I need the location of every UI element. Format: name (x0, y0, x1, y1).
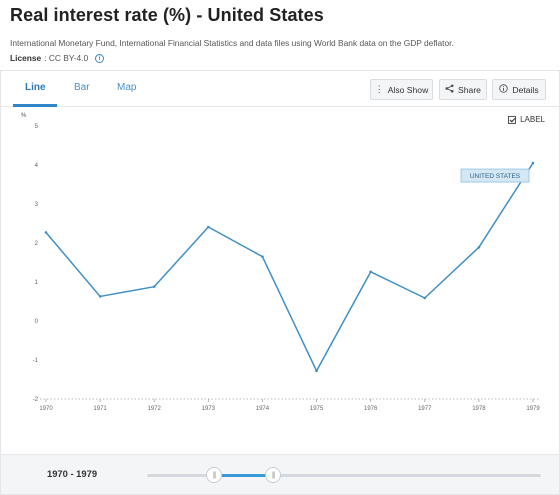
data-point (315, 370, 318, 373)
x-tick-label: 1970 (39, 406, 53, 412)
data-point (478, 246, 481, 249)
y-tick-label: 3 (35, 202, 39, 208)
tab-bar-chart[interactable]: Bar (74, 82, 90, 93)
x-tick-label: 1971 (93, 406, 107, 412)
tab-bar: Line Bar Map ⋮ Also Show Share Details (1, 71, 559, 107)
x-tick-label: 1973 (202, 406, 216, 412)
series-line (46, 163, 533, 371)
data-point (423, 297, 426, 300)
share-label: Share (458, 85, 481, 95)
y-tick-label: 4 (35, 163, 39, 169)
data-point (153, 285, 156, 288)
slider-end-handle[interactable]: ||| (265, 467, 281, 483)
x-tick-label: 1978 (472, 406, 486, 412)
license-value: : CC BY-4.0 (44, 53, 88, 63)
info-icon[interactable]: i (95, 54, 104, 63)
also-show-button[interactable]: ⋮ Also Show (370, 79, 433, 100)
line-chart: % -2 -1 0 1 2 3 4 5 1970 1971 1972 1973 1974 1975 1976 1… (1, 108, 559, 453)
data-point (532, 162, 535, 165)
y-tick-label: 2 (35, 241, 39, 247)
data-point (45, 231, 48, 234)
x-tick-label: 1972 (148, 406, 162, 412)
y-axis-label: % (21, 113, 27, 119)
source-text: International Monetary Fund, Internation… (10, 38, 454, 48)
info-circle-icon (499, 84, 508, 95)
time-range-bar: 1970 - 1979 ||| ||| (1, 454, 559, 494)
x-tick-label: 1976 (364, 406, 378, 412)
share-button[interactable]: Share (439, 79, 487, 100)
x-tick-label: 1975 (310, 406, 324, 412)
tab-line[interactable]: Line (25, 82, 46, 93)
data-point (207, 226, 210, 229)
more-vertical-icon: ⋮ (375, 84, 384, 95)
also-show-label: Also Show (388, 85, 429, 95)
data-point (261, 255, 264, 258)
y-tick-label: 0 (35, 319, 39, 325)
year-range-label: 1970 - 1979 (47, 468, 97, 479)
y-tick-label: 5 (35, 124, 39, 130)
data-point (99, 295, 102, 298)
active-tab-indicator (13, 104, 57, 107)
share-icon (445, 84, 454, 95)
license-label: License (10, 53, 41, 63)
x-tick-label: 1977 (418, 406, 432, 412)
x-tick-label: 1974 (256, 406, 270, 412)
y-tick-label: -2 (33, 397, 39, 403)
y-tick-label: 1 (35, 280, 39, 286)
data-point (369, 271, 372, 274)
chart-panel: Line Bar Map ⋮ Also Show Share Details L… (0, 70, 560, 495)
tab-map[interactable]: Map (117, 82, 136, 93)
details-label: Details (512, 85, 538, 95)
x-tick-label: 1979 (526, 406, 540, 412)
slider-start-handle[interactable]: ||| (206, 467, 222, 483)
license-line: License : CC BY-4.0 i (10, 53, 104, 63)
series-label: UNITED STATES (470, 173, 521, 180)
chart-area: LABEL % -2 -1 0 1 2 3 4 5 1970 1971 1972 1973 1974 197… (1, 108, 559, 453)
details-button[interactable]: Details (492, 79, 546, 100)
y-tick-label: -1 (33, 358, 39, 364)
page-title: Real interest rate (%) - United States (10, 5, 324, 26)
